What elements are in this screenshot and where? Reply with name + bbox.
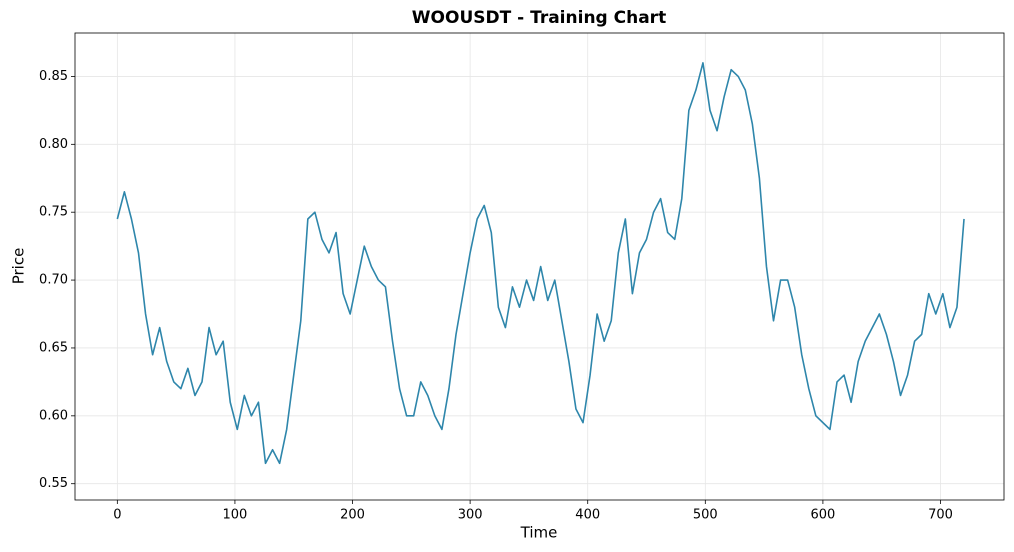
- plot-frame: [74, 32, 1005, 501]
- x-tick-label: 200: [340, 508, 365, 523]
- x-tick-label: 300: [458, 508, 483, 523]
- y-tick-label: 0.80: [39, 137, 68, 152]
- y-tick-label: 0.75: [39, 205, 68, 220]
- y-tick-label: 0.85: [39, 69, 68, 84]
- y-axis-label: Price: [10, 248, 28, 285]
- y-tick-label: 0.55: [39, 476, 68, 491]
- x-tick-label: 700: [928, 508, 953, 523]
- y-tick-label: 0.70: [39, 273, 68, 288]
- x-tick-label: 0: [113, 508, 121, 523]
- x-axis-label: Time: [520, 524, 558, 542]
- x-tick-label: 600: [810, 508, 835, 523]
- chart-title: WOOUSDT - Training Chart: [412, 8, 666, 28]
- x-tick-label: 100: [223, 508, 248, 523]
- y-tick-label: 0.60: [39, 408, 68, 423]
- x-tick-label: 500: [693, 508, 718, 523]
- price-line: [116, 62, 965, 465]
- y-tick-label: 0.65: [39, 340, 68, 355]
- x-tick-label: 400: [575, 508, 600, 523]
